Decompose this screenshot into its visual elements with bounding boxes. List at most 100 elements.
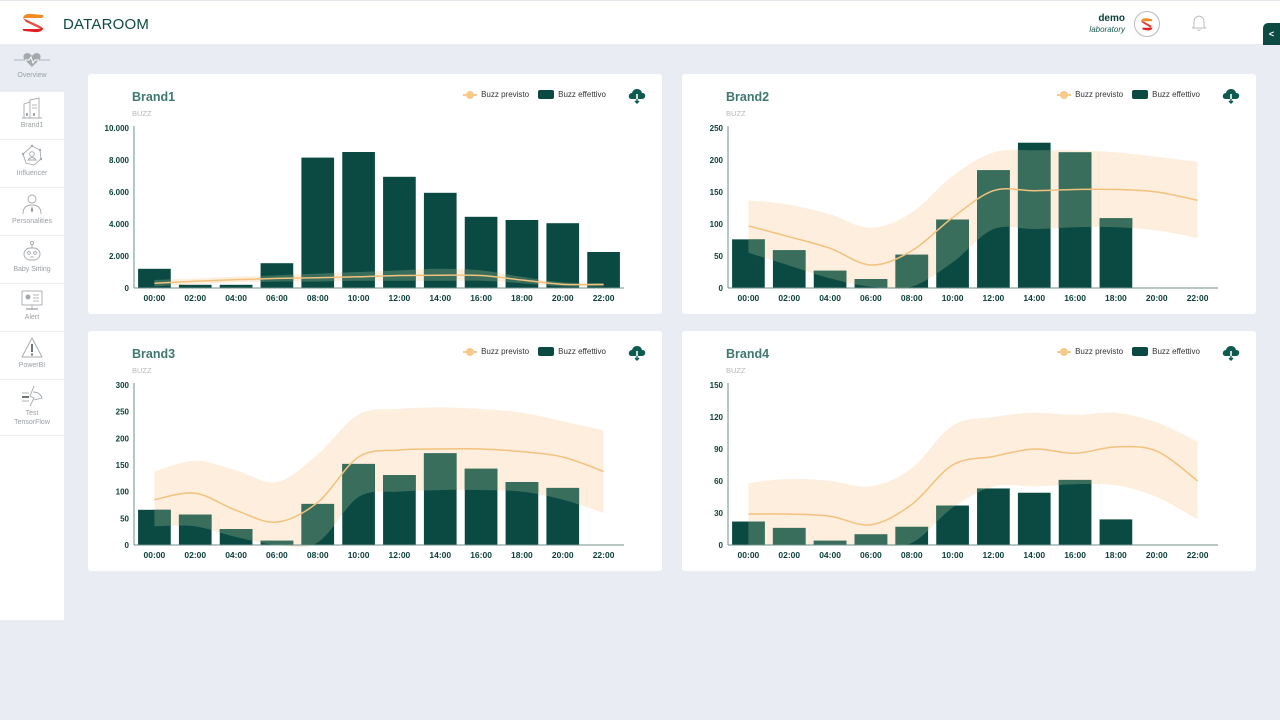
legend-label-predicted[interactable]: Buzz previsto bbox=[1075, 90, 1124, 99]
forecast-band bbox=[154, 407, 604, 548]
brand1-card: Brand1 BUZZ Buzz previsto Buzz effettivo… bbox=[88, 74, 662, 314]
brand3-card: Brand3 BUZZ Buzz previsto Buzz effettivo… bbox=[88, 331, 662, 571]
x-tick-label: 00:00 bbox=[738, 550, 760, 560]
sidebar-item-test-tensorflow[interactable]: Test TensorFlow bbox=[0, 380, 64, 436]
line-predicted bbox=[154, 274, 604, 286]
chart-legend: Buzz previsto Buzz effettivo bbox=[463, 90, 606, 99]
cloud-download-icon[interactable] bbox=[628, 345, 646, 361]
brand2-card: Brand2 BUZZ Buzz previsto Buzz effettivo… bbox=[682, 74, 1256, 314]
bar-actual[interactable] bbox=[977, 488, 1010, 545]
y-tick-label: 50 bbox=[714, 252, 723, 261]
y-tick-label: 30 bbox=[714, 509, 723, 518]
x-tick-label: 12:00 bbox=[389, 293, 411, 303]
legend-label-predicted[interactable]: Buzz previsto bbox=[481, 90, 530, 99]
x-tick-label: 20:00 bbox=[1146, 550, 1168, 560]
warning-triangle-icon bbox=[21, 337, 43, 358]
bar-actual[interactable] bbox=[383, 176, 416, 288]
legend-label-actual[interactable]: Buzz effettivo bbox=[558, 347, 606, 356]
cloud-download-icon[interactable] bbox=[1222, 345, 1240, 361]
user-name: demo bbox=[1098, 13, 1125, 24]
x-tick-label: 00:00 bbox=[144, 293, 166, 303]
sidebar-item-personalities[interactable]: Personalities bbox=[0, 188, 64, 236]
sidebar-item-powerbi[interactable]: PowerBI bbox=[0, 332, 64, 380]
buildings-icon bbox=[22, 97, 42, 119]
collapse-panel-button[interactable]: < bbox=[1263, 23, 1280, 45]
x-tick-label: 16:00 bbox=[470, 550, 492, 560]
x-tick-label: 02:00 bbox=[184, 293, 206, 303]
bar-actual[interactable] bbox=[219, 284, 253, 288]
x-tick-label: 14:00 bbox=[429, 550, 451, 560]
sidebar-label: Overview bbox=[17, 72, 47, 79]
sidebar-item-overview[interactable]: Overview bbox=[0, 44, 64, 92]
bar-actual[interactable] bbox=[178, 284, 212, 288]
legend-label-actual[interactable]: Buzz effettivo bbox=[1152, 90, 1200, 99]
x-tick-label: 04:00 bbox=[819, 293, 841, 303]
x-tick-label: 04:00 bbox=[225, 293, 247, 303]
bar-band-overlap bbox=[854, 534, 888, 545]
card-subtitle: BUZZ bbox=[726, 366, 746, 375]
bar-actual[interactable] bbox=[1099, 218, 1133, 288]
y-tick-label: 0 bbox=[125, 284, 130, 293]
y-tick-label: 100 bbox=[710, 220, 724, 229]
x-tick-label: 08:00 bbox=[307, 550, 329, 560]
network-user-icon bbox=[21, 144, 43, 166]
x-tick-label: 10:00 bbox=[348, 293, 370, 303]
card-title: Brand3 bbox=[132, 347, 176, 361]
x-tick-label: 08:00 bbox=[901, 293, 923, 303]
y-tick-label: 150 bbox=[710, 381, 724, 390]
bar-band-overlap bbox=[813, 540, 847, 545]
y-tick-label: 120 bbox=[710, 413, 724, 422]
chart-legend: Buzz previsto Buzz effettivo bbox=[1057, 90, 1200, 99]
y-tick-label: 150 bbox=[710, 188, 724, 197]
bar-actual[interactable] bbox=[1058, 479, 1092, 545]
x-tick-label: 22:00 bbox=[1187, 550, 1209, 560]
x-tick-label: 10:00 bbox=[942, 550, 964, 560]
legend-label-predicted[interactable]: Buzz previsto bbox=[481, 347, 530, 356]
legend-line-swatch bbox=[463, 90, 478, 99]
x-tick-label: 22:00 bbox=[1187, 293, 1209, 303]
bar-actual[interactable] bbox=[1017, 492, 1051, 545]
cloud-download-icon[interactable] bbox=[1222, 88, 1240, 104]
x-tick-label: 02:00 bbox=[778, 550, 800, 560]
x-tick-label: 14:00 bbox=[1023, 293, 1045, 303]
x-tick-label: 16:00 bbox=[470, 293, 492, 303]
card-subtitle: BUZZ bbox=[132, 366, 152, 375]
sidebar-label: Alert bbox=[24, 314, 40, 321]
monitor-chart-icon bbox=[21, 290, 43, 310]
bar-actual[interactable] bbox=[1099, 519, 1133, 545]
bar-actual[interactable] bbox=[587, 252, 620, 288]
avatar[interactable] bbox=[1134, 11, 1160, 37]
legend-line-swatch bbox=[1057, 90, 1072, 99]
x-tick-label: 22:00 bbox=[593, 293, 615, 303]
x-tick-label: 16:00 bbox=[1064, 293, 1086, 303]
sidebar-item-baby-sitting[interactable]: Baby Sitting bbox=[0, 236, 64, 284]
y-tick-label: 2.000 bbox=[109, 252, 130, 261]
bar-actual[interactable] bbox=[301, 157, 335, 288]
cloud-download-icon[interactable] bbox=[628, 88, 646, 104]
y-tick-label: 150 bbox=[116, 461, 130, 470]
legend-box-swatch bbox=[538, 90, 555, 99]
legend-label-actual[interactable]: Buzz effettivo bbox=[1152, 347, 1200, 356]
y-tick-label: 10.000 bbox=[105, 124, 130, 133]
sidebar-label: Brand1 bbox=[20, 122, 44, 129]
sidebar-item-alert[interactable]: Alert bbox=[0, 284, 64, 332]
robot-icon bbox=[23, 241, 41, 261]
bar-actual[interactable] bbox=[546, 223, 580, 288]
sidebar-item-brand1[interactable]: Brand1 bbox=[0, 92, 64, 140]
sidebar-label: Influencer bbox=[16, 170, 48, 177]
app-title: DATAROOM bbox=[63, 16, 150, 33]
user-info[interactable]: demo laboratory bbox=[1089, 13, 1125, 34]
y-tick-label: 4.000 bbox=[109, 220, 130, 229]
legend-label-actual[interactable]: Buzz effettivo bbox=[558, 90, 606, 99]
bar-actual[interactable] bbox=[342, 152, 375, 288]
y-tick-label: 0 bbox=[719, 284, 724, 293]
brand4-card: Brand4 BUZZ Buzz previsto Buzz effettivo… bbox=[682, 331, 1256, 571]
sidebar-label: Test TensorFlow bbox=[14, 410, 50, 426]
sidebar-item-influencer[interactable]: Influencer bbox=[0, 140, 64, 188]
legend-label-predicted[interactable]: Buzz previsto bbox=[1075, 347, 1124, 356]
y-tick-label: 50 bbox=[120, 514, 129, 523]
line-predicted bbox=[154, 448, 604, 523]
chart-legend: Buzz previsto Buzz effettivo bbox=[463, 347, 606, 356]
notification-bell-icon[interactable] bbox=[1191, 14, 1207, 32]
x-tick-label: 06:00 bbox=[266, 550, 288, 560]
